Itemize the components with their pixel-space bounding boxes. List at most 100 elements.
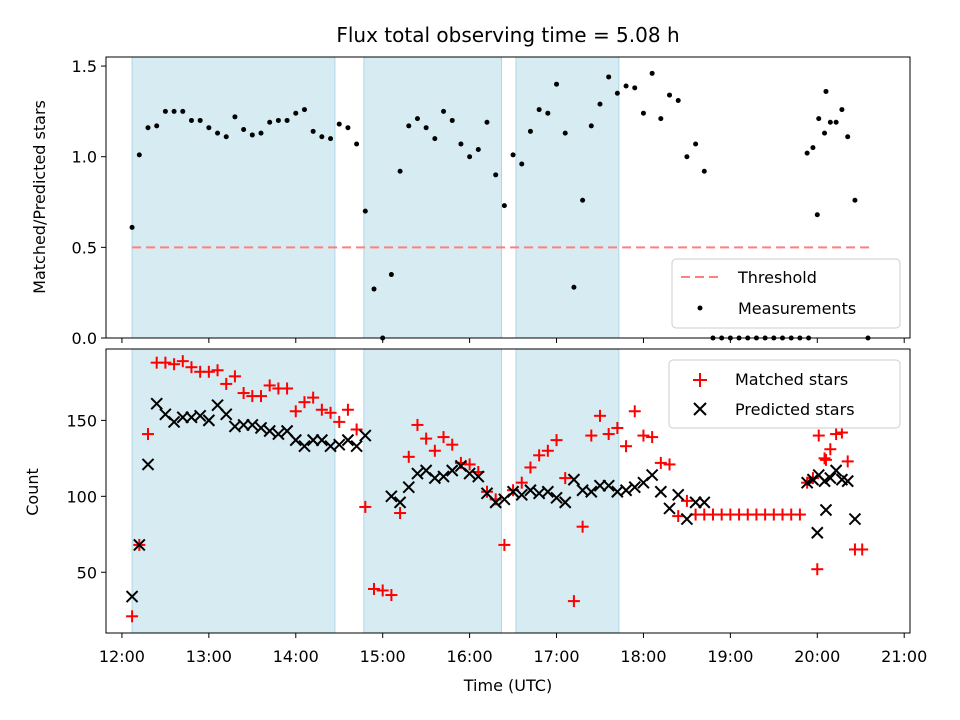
matched-star-marker <box>541 444 554 457</box>
measurement-point <box>833 119 839 125</box>
predicted-star-marker <box>515 488 528 502</box>
measurement-point <box>397 168 403 174</box>
matched-star-marker <box>263 379 276 392</box>
predicted-star-marker <box>619 484 633 497</box>
matched-star-marker <box>402 450 415 463</box>
x-axis-label: Time (UTC) <box>463 676 552 695</box>
legend-threshold-label: Threshold <box>737 268 817 287</box>
matched-star-marker <box>620 440 633 453</box>
measurement-point <box>814 212 820 218</box>
top-ylabel: Matched/Predicted stars <box>30 100 49 294</box>
predicted-star-marker <box>654 485 668 498</box>
predicted-star-marker <box>824 471 837 485</box>
observing-interval-1 <box>131 56 336 339</box>
measurement-point <box>501 203 507 209</box>
measurement-point <box>319 134 325 140</box>
measurement-point <box>527 128 533 134</box>
matched-star-marker <box>368 582 380 595</box>
predicted-star-marker <box>167 415 181 429</box>
measurement-point <box>145 125 151 131</box>
predicted-star-marker <box>254 421 268 435</box>
top-x-ticks <box>121 338 905 343</box>
top-y-axis: 0.0 0.5 1.0 1.5 <box>72 57 106 348</box>
measurement-point <box>597 101 603 107</box>
matched-star-marker <box>385 589 398 602</box>
legend-measurements-label: Measurements <box>738 299 856 318</box>
measurement-point <box>458 141 464 147</box>
measurement-point <box>467 154 473 160</box>
measurement-point <box>449 117 455 123</box>
x-tick-label: 20:00 <box>794 647 840 666</box>
matched-star-marker <box>142 428 155 441</box>
matched-star-marker <box>819 453 832 466</box>
matched-star-marker <box>811 563 824 576</box>
predicted-star-marker <box>333 438 346 451</box>
y-tick-label: 0.5 <box>72 238 97 257</box>
y-tick-label: 50 <box>77 563 97 582</box>
measurement-point <box>632 85 638 91</box>
matched-star-marker <box>515 476 528 489</box>
measurement-point <box>354 141 360 147</box>
matched-star-marker <box>359 500 372 513</box>
measurement-point <box>275 117 281 123</box>
measurement-point <box>441 108 447 114</box>
bottom-x-axis: 12:00 13:00 14:00 15:00 16:00 17:00 18:00 19:00… <box>99 633 927 666</box>
matched-star-marker <box>663 458 676 471</box>
predicted-star-marker <box>150 397 163 410</box>
predicted-star-marker <box>800 476 814 489</box>
matched-star-marker <box>830 428 843 441</box>
predicted-star-marker <box>402 480 415 494</box>
measurement-point <box>336 121 342 127</box>
matched-star-marker <box>281 382 294 395</box>
matched-star-marker <box>298 396 311 409</box>
measurement-point <box>588 123 594 129</box>
measurement-point <box>536 107 542 113</box>
x-tick-label: 19:00 <box>707 647 753 666</box>
measurement-points <box>129 70 871 341</box>
predicted-star-marker <box>315 433 329 447</box>
x-tick-label: 16:00 <box>447 647 493 666</box>
measurement-legend-marker <box>697 305 703 311</box>
matched-star-marker <box>341 403 354 416</box>
y-tick-label: 100 <box>66 487 97 506</box>
observing-interval-3 <box>515 56 620 339</box>
x-tick-label: 17:00 <box>533 647 579 666</box>
predicted-star-marker <box>298 439 311 453</box>
predicted-star-marker <box>541 485 555 498</box>
matched-star-marker <box>841 455 854 468</box>
predicted-star-marker <box>567 473 581 486</box>
measurement-point <box>545 110 551 116</box>
matched-star-marker <box>394 507 407 520</box>
matched-legend-marker <box>693 373 707 387</box>
predicted-star-marker <box>385 490 398 503</box>
predicted-star-marker <box>645 468 659 482</box>
measurement-point <box>823 88 829 94</box>
predicted-star-marker <box>489 496 502 509</box>
measurement-point <box>852 197 858 203</box>
observing-interval-2 <box>363 56 502 339</box>
measurement-point <box>667 92 673 98</box>
top-legend: Threshold Measurements <box>671 258 901 329</box>
x-tick-label: 21:00 <box>881 647 927 666</box>
matched-star-marker <box>824 443 837 456</box>
x-tick-label: 12:00 <box>99 647 145 666</box>
predicted-star-marker <box>841 474 854 488</box>
y-tick-label: 1.0 <box>72 148 97 167</box>
measurement-point <box>414 116 420 122</box>
predicted-star-marker <box>350 439 363 453</box>
matched-star-marker <box>437 431 450 444</box>
matched-star-marker <box>185 361 198 374</box>
matched-star-marker <box>480 485 493 498</box>
predicted-star-marker <box>446 464 459 477</box>
x-tick-label: 18:00 <box>620 647 666 666</box>
matched-star-marker <box>818 452 831 465</box>
matched-star-marker <box>228 370 241 383</box>
bottom-legend: Matched stars Predicted stars <box>668 359 901 429</box>
measurement-point <box>614 90 620 96</box>
measurement-point <box>258 130 264 136</box>
matched-star-marker <box>593 409 606 422</box>
measurement-point <box>580 197 586 203</box>
predicted-star-marker <box>141 458 155 471</box>
ratio-panel: 0.0 0.5 1.0 1.5 Matched/Predicted stars Thr… <box>30 56 911 348</box>
predicted-star-marker <box>698 496 711 509</box>
